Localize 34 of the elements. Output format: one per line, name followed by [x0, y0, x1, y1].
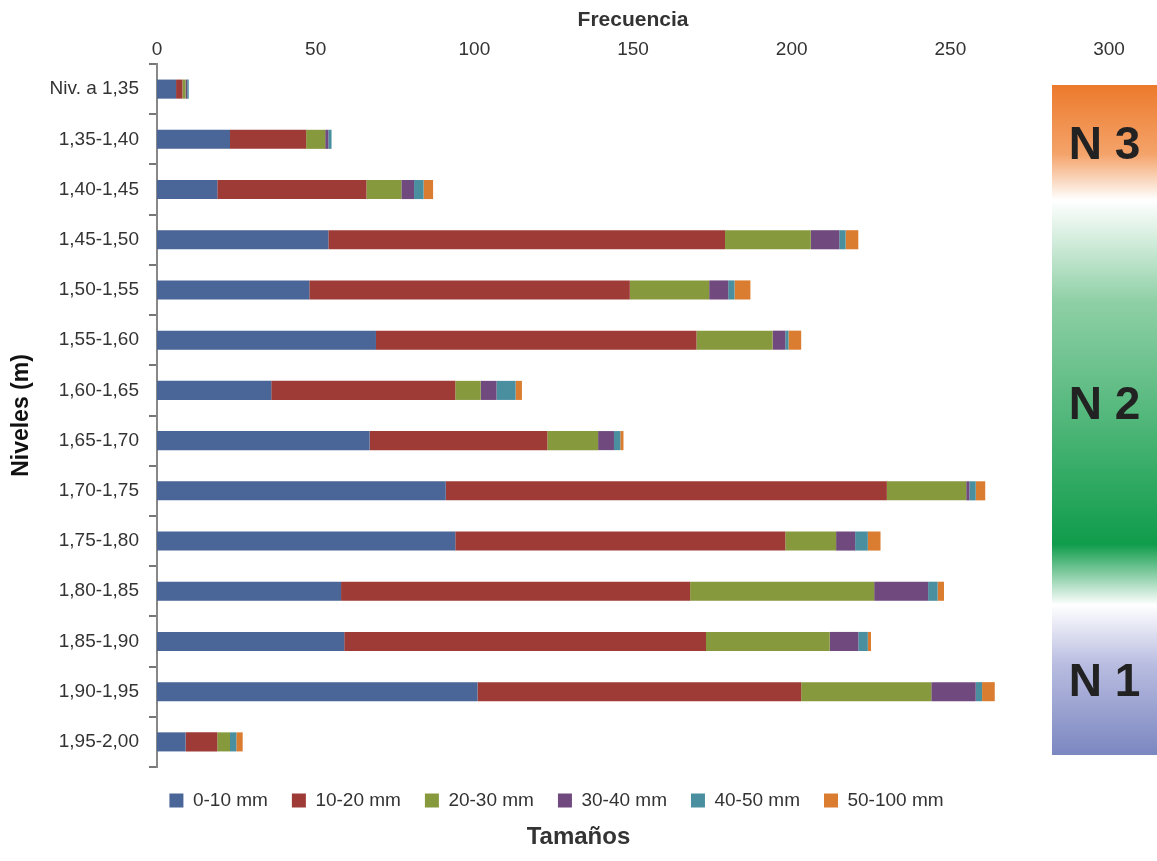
y-tick-label: 1,65-1,70	[58, 428, 140, 450]
x-tick-label: 100	[458, 37, 491, 59]
y-tick-label: 1,70-1,75	[58, 479, 140, 501]
legend-label: 40-50 mm	[714, 788, 800, 810]
legend-label: 30-40 mm	[581, 788, 667, 810]
y-tick-label: 1,75-1,80	[58, 529, 140, 551]
y-tick-label: 1,35-1,40	[58, 127, 140, 149]
y-tick-label: 1,50-1,55	[58, 278, 140, 300]
y-tick-label: 1,95-2,00	[58, 730, 140, 752]
x-tick-label: 150	[617, 37, 649, 59]
x-tick-label: 50	[305, 37, 327, 59]
annotation: N 2	[1052, 200, 1157, 605]
legend-label: 20-30 mm	[448, 788, 534, 810]
legend-title: Tamaños	[525, 822, 632, 850]
y-tick-label: 1,85-1,90	[58, 629, 140, 651]
x-tick-label: 250	[934, 37, 967, 59]
y-tick-label: 1,45-1,50	[58, 227, 140, 249]
annotation: N 3	[1052, 85, 1157, 200]
y-tick-label: 1,80-1,85	[58, 579, 140, 601]
x-axis-title: Frecuencia	[577, 7, 689, 31]
legend-label: 0-10 mm	[192, 788, 268, 810]
x-tick-label: 200	[775, 37, 808, 59]
x-tick-label: 0	[151, 37, 163, 59]
level-scale: N 3 N 2 N 1	[1052, 85, 1157, 755]
legend-label: 50-100 mm	[847, 788, 944, 810]
y-tick-label: 1,90-1,95	[58, 679, 140, 701]
y-tick-label: Niv. a 1,35	[49, 77, 140, 99]
annotation: N 1	[1052, 605, 1157, 755]
y-tick-label: 1,60-1,65	[58, 378, 140, 400]
y-axis-title: Niveles (m)	[7, 354, 34, 477]
legend-label: 10-20 mm	[315, 788, 401, 810]
y-tick-label: 1,40-1,45	[58, 177, 140, 199]
y-tick-label: 1,55-1,60	[58, 328, 140, 350]
x-tick-label: 300	[1093, 37, 1125, 59]
